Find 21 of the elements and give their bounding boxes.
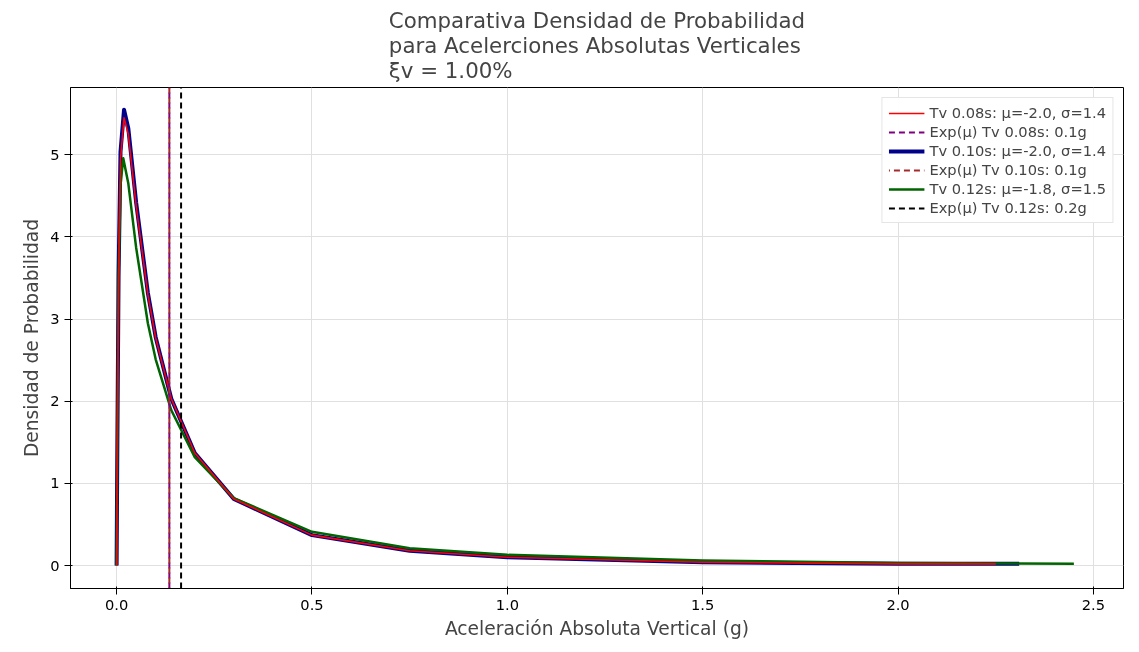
legend-label: Exp(μ) Tv 0.12s: 0.2g [929,199,1087,216]
x-tick-label: 2.5 [1081,595,1106,613]
x-tick-label: 0.5 [300,595,324,613]
legend-label: Exp(μ) Tv 0.10s: 0.1g [929,161,1087,178]
x-axis-title: Aceleración Absoluta Vertical (g) [444,617,750,639]
x-tick-label: 1.0 [495,595,519,613]
x-tick-label: 0.0 [104,595,129,613]
y-tick-label: 5 [50,145,60,163]
legend-label: Tv 0.12s: μ=-1.8, σ=1.5 [929,180,1106,197]
y-axis-title: Densidad de Probabilidad [21,218,43,458]
y-tick-label: 0 [50,556,60,574]
legend-label: Exp(μ) Tv 0.08s: 0.1g [929,123,1087,140]
y-tick-label: 4 [50,227,60,245]
y-tick-label: 2 [50,392,60,410]
y-tick-label: 1 [50,474,60,492]
legend-label: Tv 0.10s: μ=-2.0, σ=1.4 [929,142,1106,159]
x-tick-label: 1.5 [691,595,715,613]
y-tick-label: 3 [50,310,60,328]
chart-title: Comparativa Densidad de Probabilidad para Acelerciones Absolutas Verticales ξv = 1.00% [388,7,806,83]
x-tick-label: 2.0 [886,595,910,613]
legend-label: Tv 0.08s: μ=-2.0, σ=1.4 [929,104,1106,121]
